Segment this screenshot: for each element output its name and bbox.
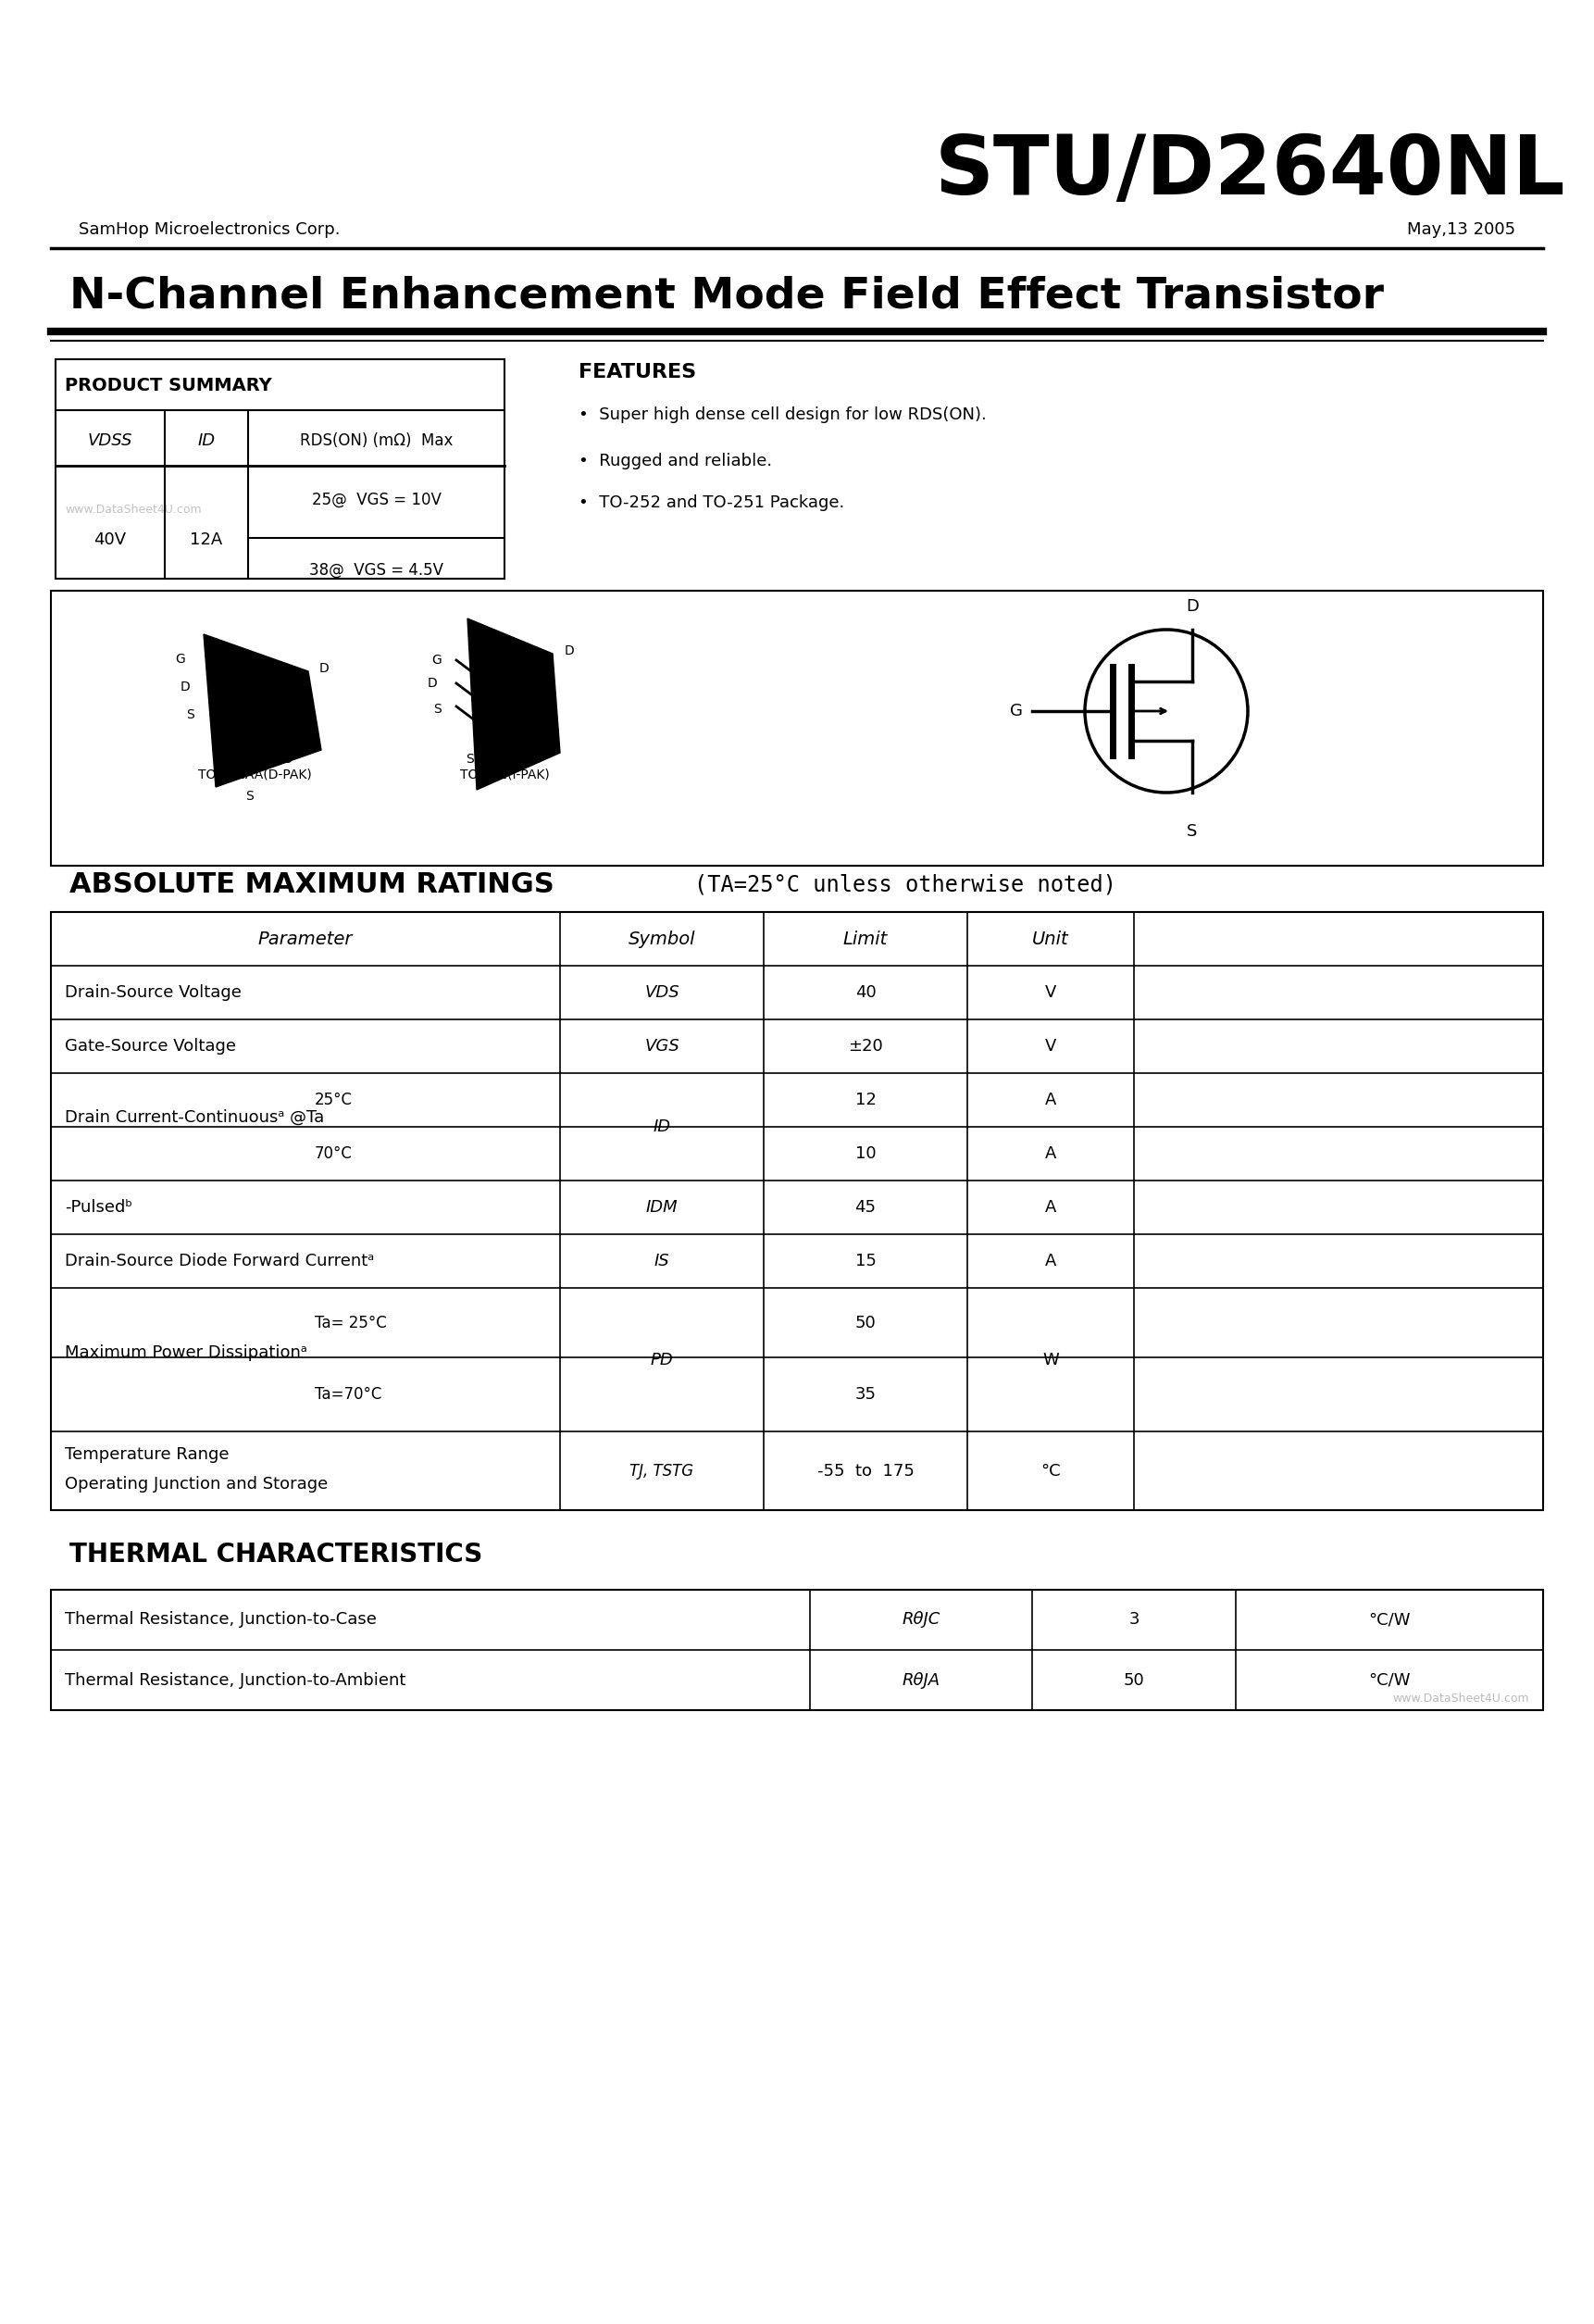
Text: THERMAL CHARACTERISTICS: THERMAL CHARACTERISTICS: [70, 1541, 483, 1569]
Text: ABSOLUTE MAXIMUM RATINGS: ABSOLUTE MAXIMUM RATINGS: [70, 872, 555, 897]
Text: May,13 2005: May,13 2005: [1408, 221, 1516, 237]
Text: ID: ID: [198, 432, 215, 449]
Text: S: S: [245, 790, 253, 802]
Text: •  Super high dense cell design for low RDS(ON).: • Super high dense cell design for low R…: [579, 407, 987, 423]
Text: 12A: 12A: [190, 532, 223, 548]
Text: S: S: [434, 702, 442, 716]
Text: 12: 12: [854, 1092, 877, 1109]
Text: ID: ID: [654, 1118, 671, 1134]
Text: 38@  VGS = 4.5V: 38@ VGS = 4.5V: [309, 562, 443, 579]
Text: Unit: Unit: [1033, 930, 1070, 948]
Polygon shape: [204, 634, 322, 788]
Text: •  Rugged and reliable.: • Rugged and reliable.: [579, 453, 771, 469]
Text: -Pulsedᵇ: -Pulsedᵇ: [65, 1199, 132, 1215]
Text: Symbol: Symbol: [628, 930, 695, 948]
Text: Gate-Source Voltage: Gate-Source Voltage: [65, 1039, 236, 1055]
Text: Parameter: Parameter: [258, 930, 352, 948]
Text: G: G: [1011, 702, 1023, 720]
Text: D: D: [564, 644, 574, 658]
Text: 50: 50: [854, 1315, 877, 1332]
Text: 10: 10: [854, 1146, 877, 1162]
Text: ±20: ±20: [848, 1039, 883, 1055]
Text: °C/W: °C/W: [1368, 1671, 1411, 1687]
FancyBboxPatch shape: [51, 590, 1543, 867]
Text: A: A: [1046, 1146, 1057, 1162]
Text: RθJA: RθJA: [902, 1671, 940, 1687]
Text: STU SERIES
TO-252AA(D-PAK): STU SERIES TO-252AA(D-PAK): [198, 753, 311, 781]
Text: Drain Current-Continuousᵃ @Ta: Drain Current-Continuousᵃ @Ta: [65, 1109, 324, 1125]
Text: S: S: [186, 709, 194, 720]
Text: www.DataSheet4U.com: www.DataSheet4U.com: [1393, 1692, 1529, 1706]
Text: 70°C: 70°C: [314, 1146, 352, 1162]
Text: 25@  VGS = 10V: 25@ VGS = 10V: [311, 493, 442, 509]
Text: STU/D2640NL: STU/D2640NL: [934, 130, 1565, 211]
Text: Maximum Power Dissipationᵃ: Maximum Power Dissipationᵃ: [65, 1343, 308, 1360]
Text: S: S: [1188, 823, 1197, 839]
Text: V: V: [1046, 985, 1057, 1002]
Text: 40: 40: [854, 985, 877, 1002]
Text: (TA=25°C unless otherwise noted): (TA=25°C unless otherwise noted): [695, 874, 1116, 895]
Text: TJ, TSTG: TJ, TSTG: [630, 1462, 693, 1478]
Text: Thermal Resistance, Junction-to-Ambient: Thermal Resistance, Junction-to-Ambient: [65, 1671, 406, 1687]
Text: N-Channel Enhancement Mode Field Effect Transistor: N-Channel Enhancement Mode Field Effect …: [70, 277, 1384, 316]
Text: D: D: [319, 662, 330, 674]
Text: PD: PD: [650, 1350, 673, 1369]
Text: STD SERIES
TO-251(I-PAK): STD SERIES TO-251(I-PAK): [459, 753, 550, 781]
Text: D: D: [427, 676, 437, 690]
Text: °C: °C: [1041, 1462, 1060, 1478]
FancyBboxPatch shape: [56, 360, 504, 579]
FancyBboxPatch shape: [51, 1590, 1543, 1710]
Text: A: A: [1046, 1199, 1057, 1215]
Text: Ta=70°C: Ta=70°C: [314, 1385, 381, 1404]
Text: 50: 50: [1124, 1671, 1144, 1687]
Text: RθJC: RθJC: [902, 1611, 940, 1629]
Text: Limit: Limit: [843, 930, 888, 948]
Text: 25°C: 25°C: [314, 1092, 352, 1109]
Text: VGS: VGS: [644, 1039, 679, 1055]
Text: IS: IS: [654, 1253, 669, 1269]
Text: Thermal Resistance, Junction-to-Case: Thermal Resistance, Junction-to-Case: [65, 1611, 376, 1629]
Text: FEATURES: FEATURES: [579, 363, 697, 381]
Text: 40V: 40V: [94, 532, 126, 548]
Text: °C/W: °C/W: [1368, 1611, 1411, 1629]
Text: 45: 45: [854, 1199, 877, 1215]
Text: IDM: IDM: [646, 1199, 677, 1215]
Text: 35: 35: [854, 1385, 877, 1404]
Text: A: A: [1046, 1253, 1057, 1269]
Text: 3: 3: [1129, 1611, 1140, 1629]
Text: A: A: [1046, 1092, 1057, 1109]
Text: RDS(ON) (mΩ)  Max: RDS(ON) (mΩ) Max: [300, 432, 453, 449]
Text: PRODUCT SUMMARY: PRODUCT SUMMARY: [65, 376, 273, 395]
Text: SamHop Microelectronics Corp.: SamHop Microelectronics Corp.: [78, 221, 340, 237]
Text: Ta= 25°C: Ta= 25°C: [314, 1315, 387, 1332]
Polygon shape: [467, 618, 559, 790]
Text: W: W: [1042, 1350, 1058, 1369]
Text: G: G: [175, 653, 185, 665]
Text: Temperature Range: Temperature Range: [65, 1446, 230, 1462]
Text: D: D: [180, 681, 190, 693]
Text: G: G: [432, 653, 442, 667]
Text: Drain-Source Diode Forward Currentᵃ: Drain-Source Diode Forward Currentᵃ: [65, 1253, 375, 1269]
FancyBboxPatch shape: [51, 911, 1543, 1511]
Text: D: D: [1186, 597, 1199, 616]
Text: •  TO-252 and TO-251 Package.: • TO-252 and TO-251 Package.: [579, 495, 845, 511]
Text: www.DataSheet4U.com: www.DataSheet4U.com: [65, 504, 201, 516]
Text: VDSS: VDSS: [88, 432, 132, 449]
Text: Drain-Source Voltage: Drain-Source Voltage: [65, 985, 241, 1002]
Text: Operating Junction and Storage: Operating Junction and Storage: [65, 1476, 328, 1492]
Text: -55  to  175: -55 to 175: [818, 1462, 913, 1478]
Text: VDS: VDS: [644, 985, 679, 1002]
Text: V: V: [1046, 1039, 1057, 1055]
Text: 15: 15: [854, 1253, 877, 1269]
